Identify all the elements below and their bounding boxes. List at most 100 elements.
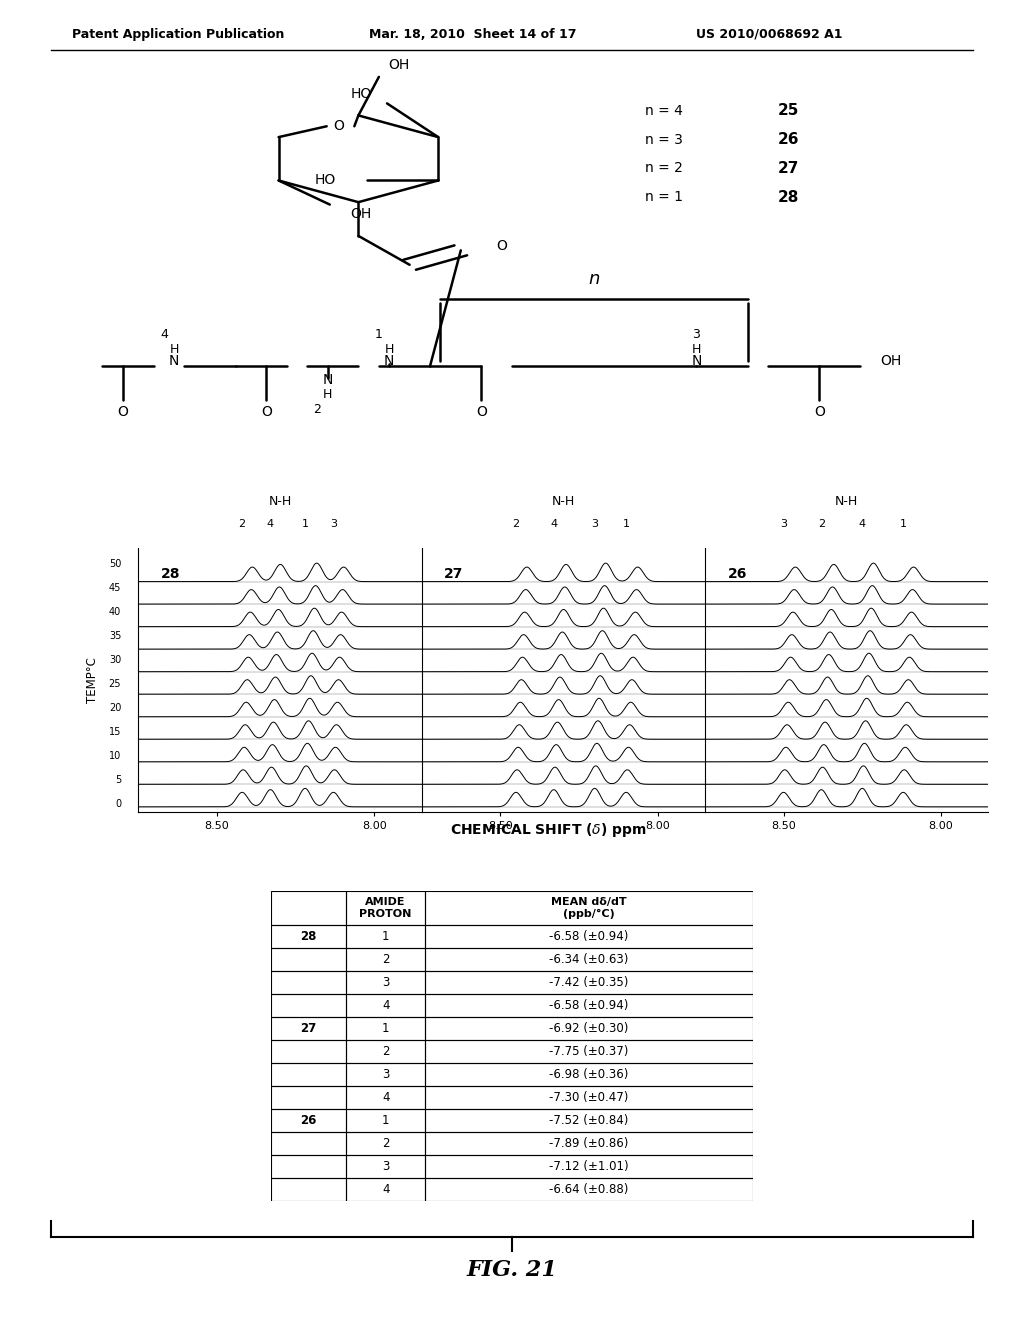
Text: H: H <box>323 388 333 401</box>
Bar <box>425 1040 753 1064</box>
Text: N: N <box>323 374 333 388</box>
Text: n = 3: n = 3 <box>645 132 683 147</box>
Bar <box>271 949 346 972</box>
Text: 2: 2 <box>382 1138 389 1150</box>
Text: 4: 4 <box>382 1183 389 1196</box>
Text: 27: 27 <box>444 568 464 581</box>
Bar <box>346 1133 425 1155</box>
Text: 3: 3 <box>330 519 337 529</box>
Bar <box>346 949 425 972</box>
Text: O: O <box>814 405 824 418</box>
Text: 28: 28 <box>778 190 800 205</box>
Bar <box>425 1179 753 1201</box>
Text: n = 4: n = 4 <box>645 103 683 117</box>
Text: 50: 50 <box>109 560 121 569</box>
Bar <box>271 1040 346 1064</box>
Bar <box>271 1179 346 1201</box>
Text: O: O <box>118 405 128 418</box>
Text: 27: 27 <box>300 1023 316 1035</box>
Text: 5: 5 <box>115 775 121 785</box>
Text: -6.58 (±0.94): -6.58 (±0.94) <box>549 931 629 944</box>
Text: N-H: N-H <box>268 495 292 508</box>
Text: O: O <box>497 239 507 252</box>
Text: 10: 10 <box>109 751 121 762</box>
Bar <box>346 1040 425 1064</box>
Bar <box>425 1064 753 1086</box>
Text: -7.42 (±0.35): -7.42 (±0.35) <box>549 977 629 990</box>
Text: 3: 3 <box>382 1068 389 1081</box>
Text: 4: 4 <box>267 519 274 529</box>
Text: -7.89 (±0.86): -7.89 (±0.86) <box>549 1138 629 1150</box>
Text: 35: 35 <box>109 631 121 642</box>
Text: 2: 2 <box>313 403 322 416</box>
Text: -7.30 (±0.47): -7.30 (±0.47) <box>549 1092 629 1105</box>
Text: 3: 3 <box>780 519 787 529</box>
Bar <box>346 1086 425 1109</box>
Bar <box>425 994 753 1018</box>
Text: 2: 2 <box>382 953 389 966</box>
Bar <box>425 1133 753 1155</box>
Bar <box>346 994 425 1018</box>
Bar <box>346 972 425 994</box>
Text: 28: 28 <box>161 568 180 581</box>
Text: HO: HO <box>351 87 372 100</box>
Bar <box>271 1086 346 1109</box>
Text: N: N <box>169 354 179 368</box>
Text: CHEMICAL SHIFT ($\delta$) ppm: CHEMICAL SHIFT ($\delta$) ppm <box>450 821 646 840</box>
Text: N: N <box>691 354 701 368</box>
Bar <box>346 1109 425 1133</box>
Text: 3: 3 <box>591 519 598 529</box>
Text: -7.75 (±0.37): -7.75 (±0.37) <box>549 1045 629 1059</box>
Text: O: O <box>261 405 271 418</box>
Text: 1: 1 <box>382 1023 389 1035</box>
Bar <box>271 972 346 994</box>
Bar <box>425 1109 753 1133</box>
Text: O: O <box>334 119 344 133</box>
Bar <box>346 1155 425 1179</box>
Bar <box>271 891 346 925</box>
Text: 4: 4 <box>382 999 389 1012</box>
Bar <box>346 925 425 949</box>
Text: OH: OH <box>350 207 371 222</box>
Text: -6.92 (±0.30): -6.92 (±0.30) <box>549 1023 629 1035</box>
Bar <box>425 891 753 925</box>
Text: 3: 3 <box>382 1160 389 1173</box>
Bar <box>271 1018 346 1040</box>
Y-axis label: TEMP°C: TEMP°C <box>86 657 99 702</box>
Bar <box>271 925 346 949</box>
Text: 20: 20 <box>109 704 121 713</box>
Bar <box>425 972 753 994</box>
Bar <box>271 994 346 1018</box>
Text: 2: 2 <box>818 519 825 529</box>
Text: HO: HO <box>315 173 336 187</box>
Text: N-H: N-H <box>552 495 574 508</box>
Text: 26: 26 <box>778 132 800 147</box>
Text: AMIDE
PROTON: AMIDE PROTON <box>359 898 412 919</box>
Text: MEAN dδ/dT
(ppb/°C): MEAN dδ/dT (ppb/°C) <box>551 898 627 919</box>
Text: 30: 30 <box>109 656 121 665</box>
Text: 27: 27 <box>778 161 800 176</box>
Text: 26: 26 <box>727 568 746 581</box>
Text: -6.34 (±0.63): -6.34 (±0.63) <box>549 953 629 966</box>
Text: 28: 28 <box>300 931 316 944</box>
Text: 3: 3 <box>692 329 700 341</box>
Text: Mar. 18, 2010  Sheet 14 of 17: Mar. 18, 2010 Sheet 14 of 17 <box>369 28 577 41</box>
Text: N: N <box>384 354 394 368</box>
Text: H: H <box>691 343 701 355</box>
Text: -6.98 (±0.36): -6.98 (±0.36) <box>549 1068 629 1081</box>
Bar <box>346 1018 425 1040</box>
Bar <box>346 1179 425 1201</box>
Text: OH: OH <box>881 354 901 368</box>
Bar <box>271 1155 346 1179</box>
Text: 1: 1 <box>623 519 630 529</box>
Text: 1: 1 <box>900 519 906 529</box>
Text: 1: 1 <box>302 519 308 529</box>
Bar <box>425 925 753 949</box>
Text: 4: 4 <box>382 1092 389 1105</box>
Text: 2: 2 <box>239 519 246 529</box>
Text: 1: 1 <box>375 329 383 341</box>
Text: FIG. 21: FIG. 21 <box>467 1259 557 1280</box>
Text: H: H <box>169 343 179 355</box>
Text: n = 1: n = 1 <box>645 190 683 205</box>
Bar <box>425 949 753 972</box>
